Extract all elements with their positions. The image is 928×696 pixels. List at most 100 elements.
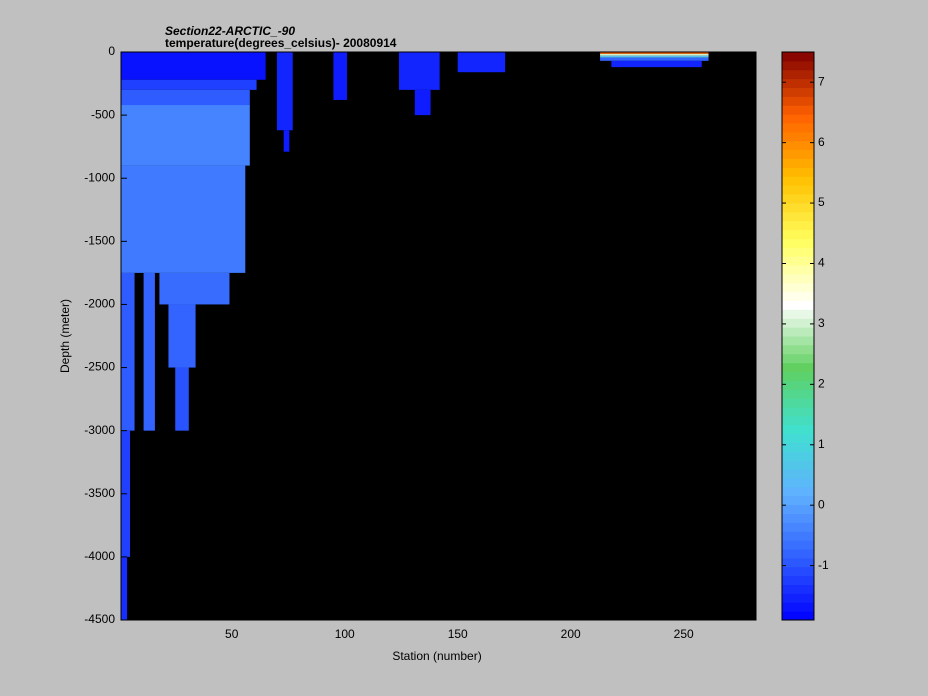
x-tick-label: 50	[225, 627, 239, 641]
heatmap-cell	[414, 89, 431, 116]
colorbar-swatch	[782, 202, 814, 213]
heatmap-cell	[175, 367, 189, 431]
colorbar-swatch	[782, 575, 814, 585]
colorbar-swatch	[782, 336, 814, 346]
colorbar-swatch	[782, 247, 814, 257]
heatmap-cell	[600, 57, 709, 61]
heatmap-cell	[398, 52, 440, 90]
colorbar-swatch	[782, 389, 814, 399]
colorbar-swatch	[782, 69, 814, 80]
colorbar-frame	[781, 51, 815, 621]
y-tick-label: -500	[91, 107, 115, 121]
colorbar-swatch	[782, 371, 814, 381]
y-axis-label: Depth (meter)	[58, 299, 72, 373]
colorbar-swatch	[782, 78, 814, 88]
colorbar-swatch	[782, 415, 814, 426]
colorbar-tick-label: 7	[818, 74, 825, 88]
colorbar-swatch	[782, 105, 814, 115]
colorbar-swatch	[782, 549, 814, 559]
colorbar-swatch	[782, 566, 814, 577]
plot-frame	[120, 51, 757, 621]
colorbar-swatch	[782, 407, 814, 417]
colorbar-swatch	[782, 460, 814, 470]
y-tick-label: -3000	[84, 423, 115, 437]
x-tick-label: 200	[561, 627, 581, 641]
colorbar-swatch	[782, 176, 814, 186]
colorbar-tick-label: 2	[818, 377, 825, 391]
colorbar-swatch	[782, 211, 814, 222]
y-tick-label: -4500	[84, 612, 115, 626]
colorbar-swatch	[782, 238, 814, 248]
colorbar-tick-label: -1	[818, 558, 829, 572]
colorbar-swatch	[782, 300, 814, 310]
colorbar-swatch	[782, 185, 814, 195]
heatmap-cell	[121, 556, 128, 620]
heatmap-cell	[168, 304, 196, 368]
colorbar-swatch	[782, 291, 814, 301]
colorbar-tick-label: 1	[818, 437, 825, 451]
colorbar-swatch	[782, 256, 814, 266]
colorbar-swatch	[782, 140, 814, 151]
colorbar-swatch	[782, 593, 814, 603]
colorbar-swatch	[782, 149, 814, 159]
heatmap-cell	[121, 272, 135, 431]
colorbar-swatch	[782, 96, 814, 106]
y-tick-label: -1500	[84, 234, 115, 248]
colorbar-swatch	[782, 87, 814, 97]
colorbar-swatch	[782, 513, 814, 523]
colorbar-swatch	[782, 220, 814, 230]
heatmap-cell	[457, 52, 506, 73]
y-tick-label: -4000	[84, 549, 115, 563]
colorbar-swatch	[782, 522, 814, 532]
colorbar-swatch	[782, 194, 814, 204]
heatmap-cell	[121, 89, 250, 106]
y-tick-label: -1000	[84, 170, 115, 184]
colorbar-swatch	[782, 60, 814, 71]
colorbar-swatch	[782, 540, 814, 550]
colorbar-swatch	[782, 486, 814, 497]
colorbar-swatch	[782, 167, 814, 177]
heatmap-cell	[143, 272, 155, 431]
colorbar-swatch	[782, 273, 814, 284]
heatmap-cell	[121, 165, 246, 273]
colorbar-swatch	[782, 318, 814, 328]
colorbar-swatch	[782, 353, 814, 364]
y-tick-label: -3500	[84, 486, 115, 500]
colorbar-swatch	[782, 131, 814, 142]
heatmap-cell	[276, 52, 293, 131]
y-tick-label: 0	[108, 44, 115, 58]
y-tick-label: -2000	[84, 297, 115, 311]
heatmap-cell	[600, 53, 709, 56]
colorbar-swatch	[782, 380, 814, 390]
colorbar-tick-label: 4	[818, 256, 825, 270]
x-axis-label: Station (number)	[392, 649, 481, 663]
colorbar-swatch	[782, 52, 814, 62]
colorbar-swatch	[782, 584, 814, 594]
heatmap-cell	[600, 52, 709, 54]
heatmap-cell	[600, 55, 709, 58]
colorbar-swatch	[782, 442, 814, 452]
colorbar-swatch	[782, 327, 814, 337]
heatmap-cell	[283, 130, 290, 152]
colorbar-tick-label: 3	[818, 316, 825, 330]
colorbar-swatch	[782, 282, 814, 293]
colorbar-swatch	[782, 309, 814, 319]
colorbar-swatch	[782, 123, 814, 133]
heatmap-cell	[159, 272, 230, 305]
colorbar-swatch	[782, 451, 814, 461]
colorbar-swatch	[782, 611, 814, 621]
colorbar-swatch	[782, 531, 814, 541]
y-tick-label: -2500	[84, 360, 115, 374]
colorbar-tick-label: 6	[818, 135, 825, 149]
heatmap-cell	[611, 60, 702, 68]
heatmap-cell	[121, 105, 250, 166]
colorbar-swatch	[782, 229, 814, 239]
colorbar-swatch	[782, 557, 814, 568]
colorbar-swatch	[782, 362, 814, 372]
colorbar-swatch	[782, 344, 814, 355]
x-tick-label: 150	[448, 627, 468, 641]
colorbar-swatch	[782, 424, 814, 435]
colorbar-swatch	[782, 478, 814, 488]
chart-subtitle: temperature(degrees_celsius)- 20080914	[165, 36, 397, 50]
